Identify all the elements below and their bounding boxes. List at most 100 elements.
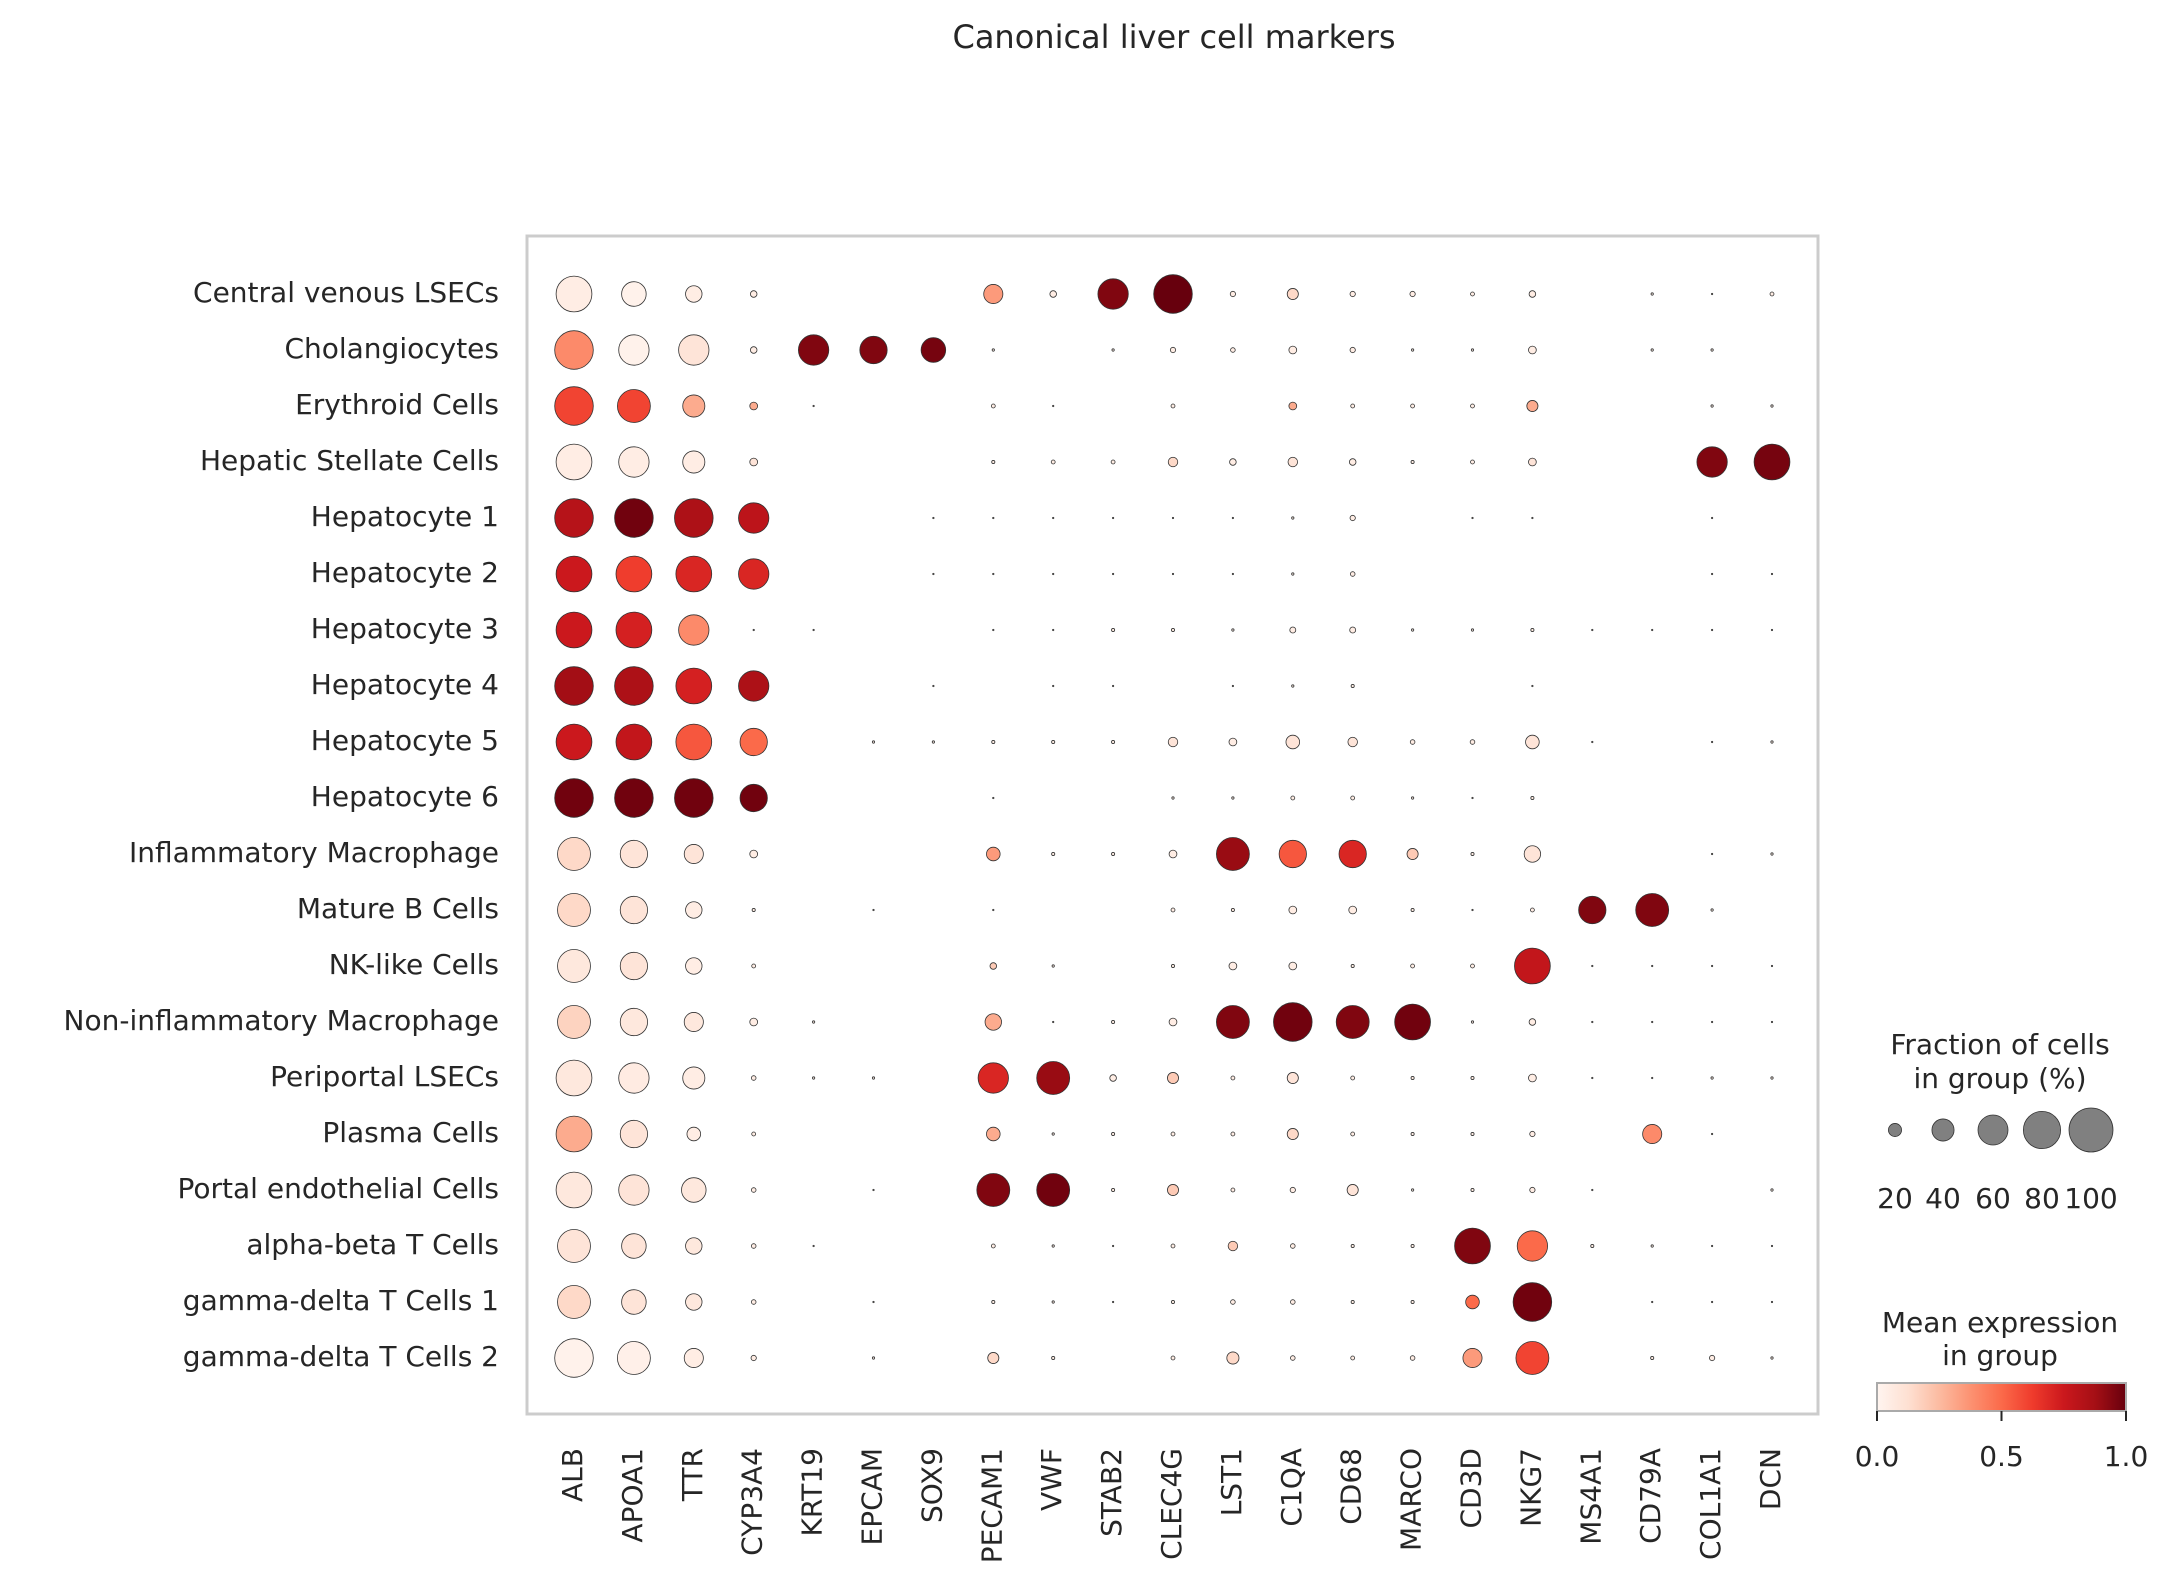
column-label: CD79A [1634,1448,1667,1544]
dot [1650,348,1654,352]
size-legend-dot [2022,1110,2062,1150]
dot [1228,737,1238,747]
dot [1651,1300,1654,1304]
dot [674,498,714,538]
dot [554,386,594,426]
color-legend-title: Mean expression [1882,1306,2118,1339]
dot [619,1119,648,1149]
dot [1470,963,1475,969]
dot [798,334,830,366]
dot [555,611,593,649]
dot [1515,1341,1550,1375]
dot [1052,572,1055,576]
dot [1711,572,1714,576]
dot [1350,1131,1356,1137]
dot [1635,893,1670,927]
column-label: COL1A1 [1694,1448,1727,1560]
dot [1036,1173,1071,1207]
dot [1287,456,1298,468]
dot [992,796,995,800]
dot [1349,346,1356,354]
row-label: Periportal LSECs [270,1060,499,1093]
dot [749,849,759,859]
column-label: APOA1 [616,1448,649,1543]
dot [1591,964,1594,968]
dot [554,778,594,818]
row-label: Non-inflammatory Macrophage [64,1004,499,1037]
dot [1036,1061,1071,1095]
dot [989,962,998,970]
row-label: Hepatic Stellate Cells [200,444,499,477]
dot [932,516,935,520]
dot [1411,628,1415,632]
row-label: Cholangiocytes [284,332,499,365]
colorbar [1876,1382,2127,1412]
dot [750,1187,757,1193]
dot [1710,908,1714,912]
dot [1409,739,1416,745]
dot [1111,348,1115,352]
size-legend-title: in group (%) [1913,1062,2086,1095]
column-label: LST1 [1215,1448,1248,1516]
dot [1406,848,1419,860]
dot [1514,947,1551,985]
dot [685,957,703,975]
dot [1228,961,1238,971]
dot [990,403,996,409]
dot [1591,1020,1594,1024]
dot [1051,1132,1055,1136]
dot [984,1013,1002,1031]
column-label: MS4A1 [1574,1448,1607,1545]
dot [1111,1132,1116,1136]
row-label: Hepatocyte 4 [311,668,499,701]
dot [1230,1075,1236,1081]
dot [1770,1244,1774,1248]
size-legend-dot [2068,1107,2114,1153]
row-label: Inflammatory Macrophage [129,836,499,869]
dot [1229,290,1236,298]
dot [685,1293,703,1311]
dot [1111,740,1116,744]
dot [1410,403,1415,409]
dot [619,951,648,981]
dot [1470,1020,1475,1024]
dot [1411,796,1415,800]
dot [1167,1072,1179,1084]
dot [618,446,650,478]
dot [1289,1186,1296,1194]
dot [1286,1072,1299,1084]
plot-frame [525,234,1820,1416]
size-legend-label: 80 [2024,1182,2060,1215]
dot [1512,1282,1553,1322]
dot [1050,459,1056,465]
dot [1051,852,1056,856]
dot [1349,290,1356,298]
dot [1230,1299,1236,1305]
dot [1231,572,1234,576]
dot [1110,459,1116,465]
dot [1231,684,1234,688]
dot [1231,628,1235,632]
dot [872,1300,875,1304]
column-label: STAB2 [1095,1448,1128,1537]
row-label: Hepatocyte 6 [311,780,499,813]
dot [992,516,995,520]
dot [614,498,654,538]
dot [555,723,593,761]
size-legend-label: 20 [1877,1182,1913,1215]
dot [1168,1017,1178,1027]
dot [1051,740,1056,744]
dot [683,1012,704,1032]
dot [1470,1132,1475,1136]
dot [871,1356,876,1360]
dot [1526,400,1539,412]
dot [1530,628,1535,632]
dot [812,1020,816,1024]
dot [621,281,647,307]
row-label: Mature B Cells [297,892,499,925]
dot [1651,628,1654,632]
dot [1711,292,1714,296]
row-label: NK-like Cells [329,948,499,981]
dot [1711,1132,1714,1136]
dot [983,284,1004,304]
